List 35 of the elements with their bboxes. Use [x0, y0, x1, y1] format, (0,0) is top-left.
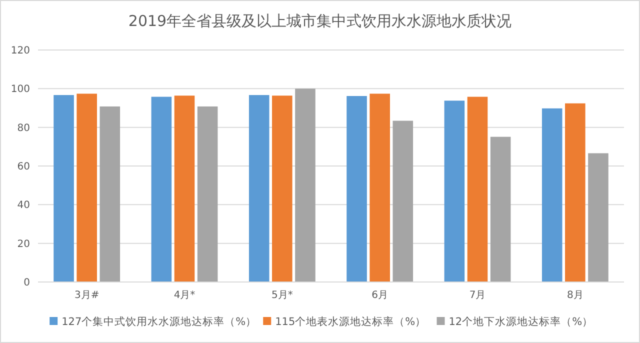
x-tick-label: 3月# — [74, 290, 100, 301]
bar — [248, 95, 270, 282]
bar — [444, 100, 465, 282]
bar — [467, 96, 488, 282]
bar — [588, 153, 608, 282]
bar — [370, 94, 390, 282]
y-tick-label: 120 — [10, 46, 30, 56]
bar — [392, 120, 414, 282]
y-tick-label: 60 — [17, 162, 30, 172]
bar — [542, 108, 562, 282]
y-tick-label: 0 — [24, 278, 30, 288]
bar — [272, 96, 292, 282]
x-tick-label: 8月 — [566, 290, 584, 301]
y-tick-label: 40 — [17, 200, 30, 212]
y-tick-label: 20 — [17, 238, 30, 250]
bar — [346, 96, 367, 282]
bar — [100, 106, 120, 282]
x-tick-label: 6月 — [372, 290, 388, 301]
legend-label: 115个地表水源地达标率（%） — [275, 315, 426, 328]
y-tick-label: 80 — [17, 122, 30, 134]
legend-label: 12个地下水源地达标率（%） — [448, 315, 594, 328]
bar — [197, 106, 218, 282]
bar — [54, 95, 74, 282]
legend-label: 127个集中式饮用水水源地达标率（%） — [62, 315, 257, 328]
bar — [151, 96, 172, 282]
chart-title: 2019年全省县级及以上城市集中式饮用水水源地水质状况 — [128, 12, 512, 30]
bar — [76, 94, 97, 282]
bar — [295, 88, 316, 282]
bar — [174, 96, 195, 282]
x-tick-label: 7月 — [469, 290, 486, 301]
y-tick-label: 100 — [10, 84, 30, 96]
x-tick-label: 4月* — [174, 290, 196, 301]
x-tick-label: 5月* — [271, 290, 293, 301]
bar — [565, 103, 586, 282]
bar — [490, 136, 511, 282]
